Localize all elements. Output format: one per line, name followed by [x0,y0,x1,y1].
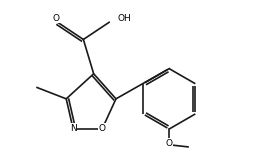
Text: O: O [99,124,106,133]
Text: OH: OH [118,14,131,23]
Text: O: O [166,139,173,148]
Text: O: O [52,14,59,23]
Text: N: N [70,124,76,133]
